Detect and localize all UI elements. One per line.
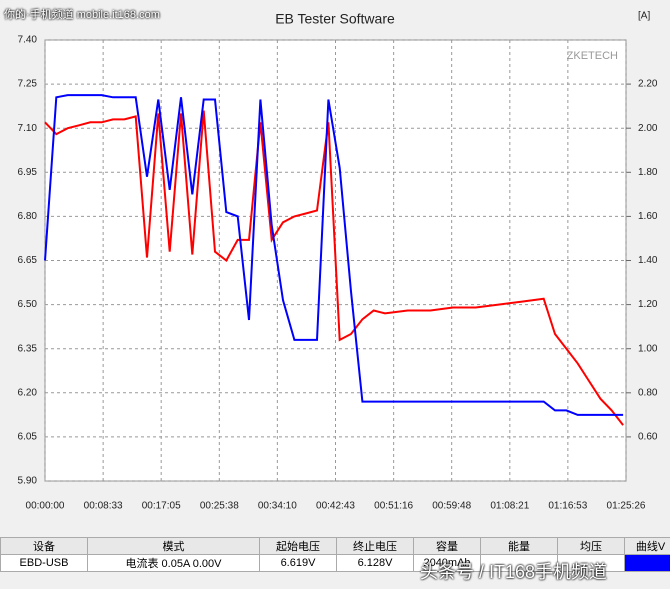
column-header: 模式 [87, 537, 260, 555]
x-tick-label: 00:25:38 [200, 501, 239, 512]
y-tick-label: 6.65 [18, 255, 38, 266]
x-tick-label: 00:59:48 [432, 501, 471, 512]
x-tick-label: 00:00:00 [26, 501, 65, 512]
brand: ZKETECH [567, 50, 618, 62]
y-tick-label: 6.50 [18, 299, 38, 310]
column-header: 起始电压 [259, 537, 337, 555]
column-header: 设备 [0, 537, 88, 555]
x-tick-label: 00:42:43 [316, 501, 355, 512]
y2-tick-label: 1.80 [638, 167, 658, 178]
y2-tick-label: 0.80 [638, 387, 658, 398]
cell: 6.128V [336, 554, 414, 572]
cell: 2040mAh [413, 554, 481, 572]
column-header: 容量 [413, 537, 481, 555]
column-header: 终止电压 [336, 537, 414, 555]
y-tick-label: 6.20 [18, 387, 38, 398]
chart-title: EB Tester Software [275, 11, 395, 27]
y2-tick-label: 0.60 [638, 432, 658, 443]
curve-color [624, 554, 670, 572]
y-tick-label: 7.25 [18, 79, 38, 90]
x-tick-label: 00:08:33 [84, 501, 123, 512]
y-tick-label: 6.35 [18, 343, 38, 354]
x-tick-label: 01:16:53 [548, 501, 587, 512]
y-tick-label: 5.90 [18, 476, 38, 487]
x-tick-label: 00:17:05 [142, 501, 181, 512]
cell: 电流表 0.05A 0.00V [87, 554, 260, 572]
cell: 6.619V [259, 554, 337, 572]
y-tick-label: 6.95 [18, 167, 38, 178]
column-header: 能量 [480, 537, 558, 555]
x-tick-label: 00:51:16 [374, 501, 413, 512]
series-line [44, 94, 624, 416]
x-tick-label: 01:08:21 [490, 501, 529, 512]
y2-unit: [A] [638, 11, 650, 22]
column-header: 均压 [557, 537, 625, 555]
column-header: 曲线V [624, 537, 670, 555]
series-line [44, 110, 624, 426]
y2-tick-label: 1.40 [638, 255, 658, 266]
y-tick-label: 7.40 [18, 35, 38, 46]
cell: EBD-USB [0, 554, 88, 572]
y2-tick-label: 2.00 [638, 123, 658, 134]
watermark: 头条号 / IT168手机频道 [420, 562, 608, 582]
chart: EB Tester Software ZKETECH [A] 5.90 6.05 6… [18, 11, 658, 512]
y-tick-label: 6.80 [18, 211, 38, 222]
y2-tick-label: 2.20 [638, 79, 658, 90]
y2-tick-label: 1.00 [638, 343, 658, 354]
y2-tick-label: 1.60 [638, 211, 658, 222]
x-tick-label: 01:25:26 [607, 501, 646, 512]
y2-tick-label: 1.20 [638, 299, 658, 310]
watermark: 你的·手机频道 mobile.it168.com [4, 9, 160, 21]
y-tick-label: 6.05 [18, 432, 38, 443]
x-tick-label: 00:34:10 [258, 501, 297, 512]
y-tick-label: 7.10 [18, 123, 38, 134]
